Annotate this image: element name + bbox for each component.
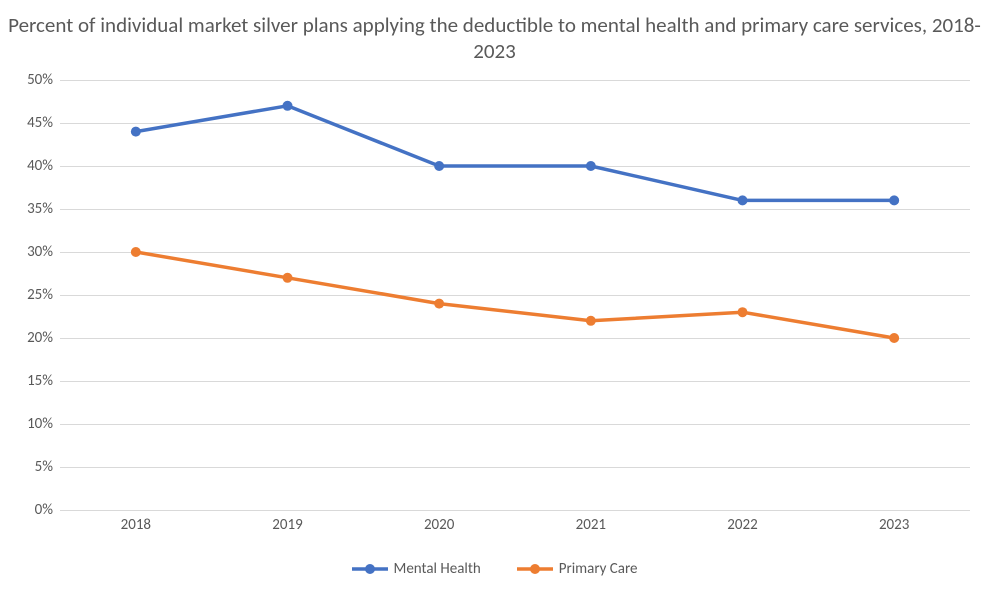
plot-area (60, 80, 970, 510)
series-marker (889, 195, 899, 205)
series-marker (131, 247, 141, 257)
series-marker (738, 195, 748, 205)
x-tick-label: 2020 (424, 516, 454, 534)
y-tick-label: 50% (3, 71, 53, 89)
series-marker (131, 127, 141, 137)
series-marker (434, 299, 444, 309)
series-marker (738, 307, 748, 317)
y-tick-label: 25% (3, 286, 53, 304)
legend: Mental Health Primary Care (0, 560, 989, 580)
x-tick-label: 2023 (879, 516, 909, 534)
chart-svg (60, 80, 970, 510)
line-chart: Percent of individual market silver plan… (0, 0, 989, 590)
y-tick-label: 45% (3, 114, 53, 132)
series-marker (586, 316, 596, 326)
y-tick-label: 5% (3, 458, 53, 476)
gridline (60, 510, 970, 511)
series-line (136, 106, 894, 201)
x-tick-label: 2022 (727, 516, 757, 534)
series-marker (434, 161, 444, 171)
x-tick-label: 2021 (576, 516, 606, 534)
chart-title: Percent of individual market silver plan… (0, 12, 989, 65)
y-tick-label: 30% (3, 243, 53, 261)
series-marker (283, 273, 293, 283)
y-tick-label: 15% (3, 372, 53, 390)
legend-item: Mental Health (352, 560, 481, 578)
legend-swatch (352, 563, 388, 575)
legend-label: Primary Care (559, 560, 638, 578)
series-line (136, 252, 894, 338)
series-marker (586, 161, 596, 171)
legend-swatch (517, 563, 553, 575)
y-tick-label: 35% (3, 200, 53, 218)
y-tick-label: 10% (3, 415, 53, 433)
x-tick-label: 2019 (272, 516, 302, 534)
series-marker (889, 333, 899, 343)
y-tick-label: 40% (3, 157, 53, 175)
x-tick-label: 2018 (121, 516, 151, 534)
legend-label: Mental Health (394, 560, 481, 578)
y-tick-label: 20% (3, 329, 53, 347)
series-marker (283, 101, 293, 111)
y-tick-label: 0% (3, 501, 53, 519)
legend-item: Primary Care (517, 560, 638, 578)
